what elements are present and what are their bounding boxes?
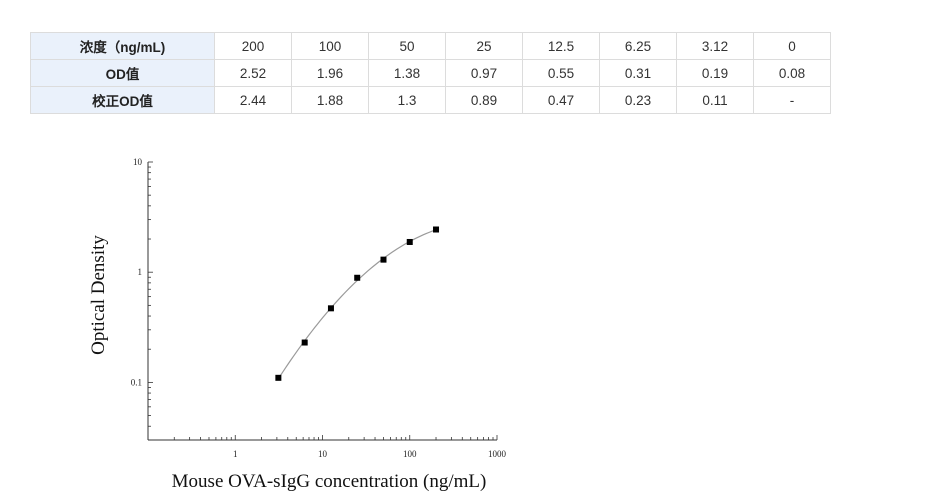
y-tick-label: 0.1 xyxy=(131,377,142,387)
data-point xyxy=(275,374,282,381)
table-row: 校正OD值 2.44 1.88 1.3 0.89 0.47 0.23 0.11- xyxy=(30,86,831,114)
table-cell: 0.55 xyxy=(522,59,600,87)
table-cell: 0.23 xyxy=(599,86,677,114)
data-point xyxy=(406,238,413,245)
table-cell: 100 xyxy=(291,32,369,60)
row-header: OD值 xyxy=(30,59,215,87)
table-cell: 0.19 xyxy=(676,59,754,87)
data-point xyxy=(433,226,440,233)
y-tick-label: 1 xyxy=(138,267,143,277)
x-tick-label: 1 xyxy=(233,449,238,459)
y-axis-title: Optical Density xyxy=(88,235,109,355)
fit-curve-line xyxy=(277,229,437,381)
table-cell: 12.5 xyxy=(522,32,600,60)
data-points xyxy=(275,226,440,381)
x-tick-label: 10 xyxy=(318,449,328,459)
tick-labels: 1 10 100 1000 10 1 0.1 xyxy=(131,157,507,459)
data-point xyxy=(301,339,308,346)
data-point xyxy=(354,274,361,281)
table-cell: 1.38 xyxy=(368,59,446,87)
table-cell: 0.11 xyxy=(676,86,754,114)
table-cell: 1.96 xyxy=(291,59,369,87)
table-cell: 50 xyxy=(368,32,446,60)
table-row: OD值 2.52 1.96 1.38 0.97 0.55 0.31 0.19 0.08 xyxy=(30,59,831,87)
row-header: 校正OD值 xyxy=(30,86,215,114)
data-point xyxy=(327,305,334,312)
table-cell: 2.44 xyxy=(214,86,292,114)
x-tick-label: 100 xyxy=(403,449,417,459)
table-cell: 2.52 xyxy=(214,59,292,87)
table-cell: - xyxy=(753,86,831,114)
data-table: 浓度（ng/mL) 200 100 50 25 12.5 6.25 3.12 0 OD值 2.52 1… xyxy=(30,32,831,114)
standard-curve-chart: 1 10 100 1000 10 1 0.1 Optical Density Mouse O… xyxy=(88,157,507,492)
table-cell: 1.3 xyxy=(368,86,446,114)
x-axis-title: Mouse OVA-sIgG concentration (ng/mL) xyxy=(172,471,487,492)
row-header: 浓度（ng/mL) xyxy=(30,32,215,60)
table-cell: 200 xyxy=(214,32,292,60)
data-point xyxy=(380,256,387,263)
table-cell: 0.89 xyxy=(445,86,523,114)
table-cell: 0.08 xyxy=(753,59,831,87)
table-cell: 0.31 xyxy=(599,59,677,87)
table-cell: 25 xyxy=(445,32,523,60)
x-tick-label: 1000 xyxy=(488,449,507,459)
table-cell: 1.88 xyxy=(291,86,369,114)
table-cell: 0.47 xyxy=(522,86,600,114)
table-cell: 0 xyxy=(753,32,831,60)
table-cell: 3.12 xyxy=(676,32,754,60)
table-cell: 6.25 xyxy=(599,32,677,60)
chart-axes xyxy=(147,161,498,441)
table-row: 浓度（ng/mL) 200 100 50 25 12.5 6.25 3.12 0 xyxy=(30,32,831,60)
y-tick-label: 10 xyxy=(133,157,143,167)
table-cell: 0.97 xyxy=(445,59,523,87)
